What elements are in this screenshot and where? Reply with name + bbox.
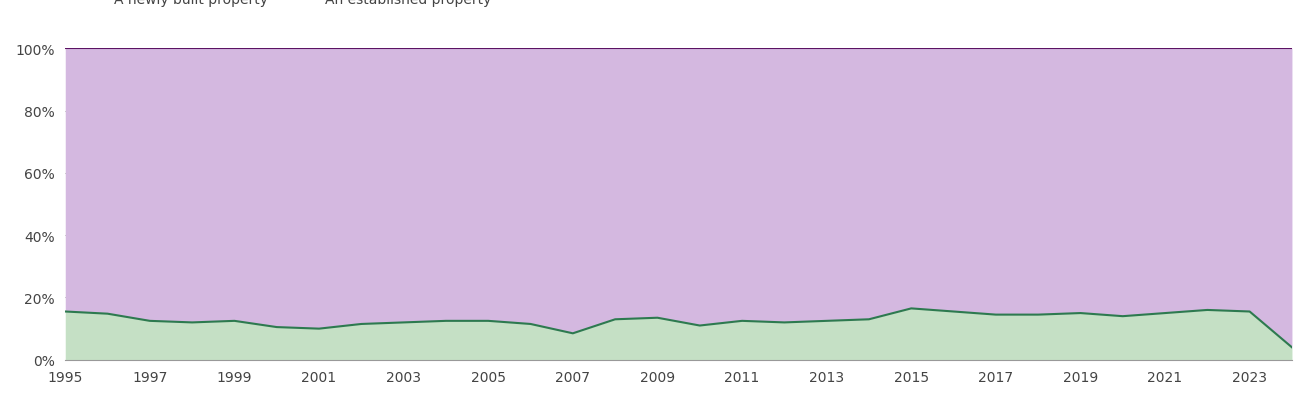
- Legend: A newly built property, An established property: A newly built property, An established p…: [72, 0, 497, 13]
